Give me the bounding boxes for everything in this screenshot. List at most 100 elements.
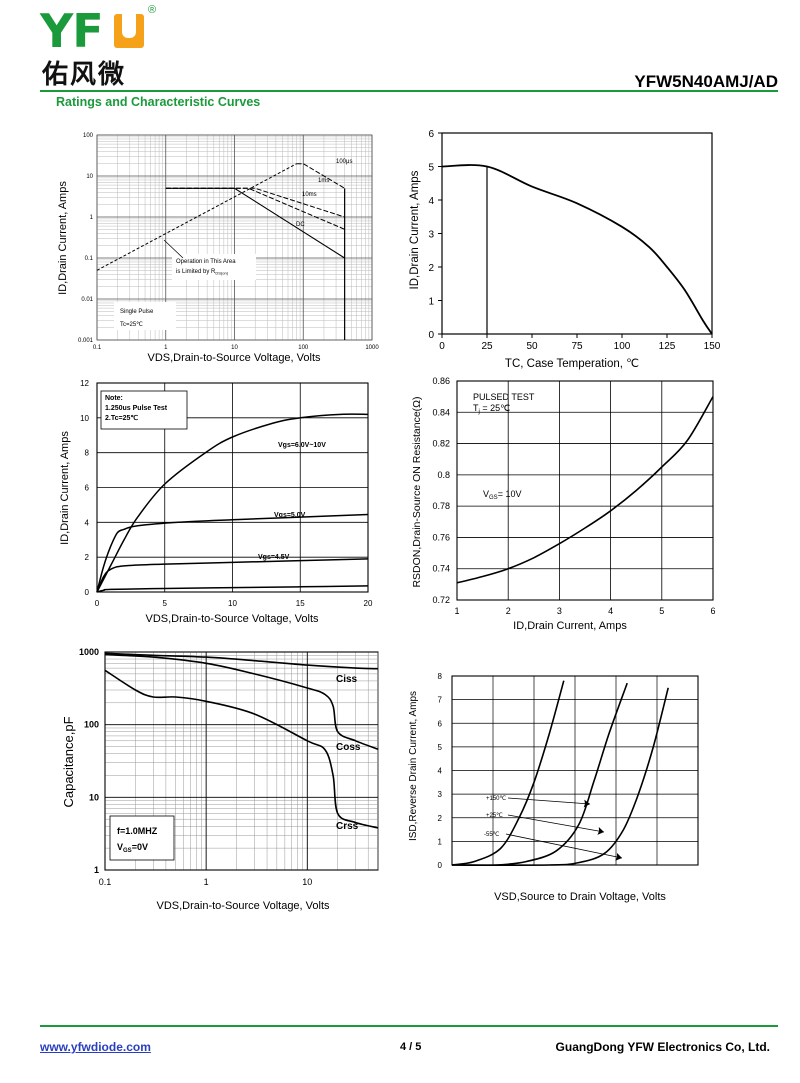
output-y-tick-label: 12 [80, 379, 89, 388]
derating-x-tick-label: 75 [571, 341, 583, 352]
diode-x-axis-label: VSD,Source to Drain Voltage, Volts [494, 891, 666, 903]
rdson-y-tick-label: 0.8 [437, 470, 450, 480]
diode-arrowhead [597, 827, 604, 835]
soa-dc-line [165, 187, 345, 259]
cap-note-text: f=1.0MHZ [117, 826, 158, 836]
output-x-tick-label: 20 [364, 599, 373, 608]
logo-w-mark [114, 14, 144, 48]
output-note-text: Note: [105, 395, 123, 402]
diode-label-arrow [507, 797, 591, 805]
cap-series-label: Coss [336, 742, 361, 753]
cap-y-tick-label: 100 [84, 720, 99, 730]
soa-annotation-text: is Limited by RDS(on) [176, 269, 229, 276]
output-y-axis-label: ID,Drain Current, Amps [59, 431, 71, 545]
output-y-tick-label: 10 [80, 414, 89, 423]
website-link[interactable]: www.yfwdiode.com [40, 1040, 151, 1054]
soa-annotation-text: Operation in This Area [176, 259, 236, 265]
soa-annotation-sub: DS(on) [215, 271, 228, 276]
charts-root: 0.1 1 10 100 10000.0010.010.1110100100μs1ms1… [57, 129, 721, 912]
rdson-y-tick-label: 0.78 [432, 501, 450, 511]
output-y-tick-label: 8 [85, 449, 90, 458]
soa-pulse-text: Tc=25℃ [120, 322, 143, 328]
cap-x-tick-label: 1 [204, 877, 209, 887]
soa-series-label-10ms: 10ms [302, 192, 317, 198]
soa-100us-line [296, 163, 345, 189]
diode-curve-2 [451, 680, 565, 866]
derating-x-tick-label: 0 [439, 341, 445, 352]
rdson-annotation-sub: j [478, 409, 480, 415]
output-y-tick-label: 2 [85, 553, 90, 562]
company-logo: YF ® 佑风微 [40, 4, 170, 90]
output-x-tick-label: 0 [95, 599, 100, 608]
company-name: GuangDong YFW Electronics Co, Ltd. [555, 1040, 770, 1054]
derating-x-axis-label: TC, Case Temperation, ℃ [505, 358, 639, 370]
cap-x-tick-label: 0.1 [99, 877, 112, 887]
output-x-tick-label: 5 [163, 599, 168, 608]
cap-note-sub: GS [123, 848, 132, 854]
derating-y-tick-label: 5 [428, 163, 434, 174]
soa-x-tick-label: 0.1 [93, 345, 102, 351]
cap-note-box [109, 815, 175, 861]
rdson-x-axis-label: ID,Drain Current, Amps [513, 620, 627, 632]
output-x-tick-label: 10 [228, 599, 237, 608]
diode-series-label: -55℃ [484, 832, 500, 838]
derating-y-tick-label: 3 [428, 230, 434, 241]
output-note-box [100, 390, 188, 430]
diode-series-label: +25℃ [486, 813, 503, 819]
rdson-plot-area [456, 380, 714, 601]
rdson-y-axis-label: RSDON,Drain-Source ON Resistance(Ω) [411, 396, 423, 587]
derating-y-tick-label: 0 [428, 330, 434, 341]
output-curve-1 [96, 513, 369, 593]
rdson-y-tick-label: 0.72 [432, 595, 450, 605]
rdson-x-tick-label: 6 [710, 606, 715, 616]
derating-y-tick-label: 2 [428, 263, 434, 274]
rdson-annotation-tspan: V [483, 489, 489, 499]
rdson-annotation-tspan: T [473, 403, 479, 413]
logo-letters: YF [40, 4, 104, 58]
soa-y-tick-label: 100 [83, 133, 94, 139]
soa-y-tick-label: 1 [90, 215, 94, 221]
output-note-text: 2.Tc=25℃ [105, 414, 138, 422]
logo-chinese-name: 佑风微 [42, 60, 127, 90]
section-title: Ratings and Characteristic Curves [56, 95, 261, 109]
diode-arrowhead [583, 799, 590, 808]
soa-x-tick-label: 100 [298, 345, 309, 351]
capacitance-chart: 0.1 1 101101001000CissCossCrssf=1.0MHZVGS=… [61, 647, 379, 912]
derating-x-tick-label: 100 [614, 341, 631, 352]
rdson-x-tick-label: 2 [506, 606, 511, 616]
rdson-annotation-sub: GS [489, 495, 498, 501]
output-x-tick-label: 15 [296, 599, 305, 608]
output-curve-3 [96, 585, 369, 593]
output-y-tick-label: 4 [85, 518, 90, 527]
soa-y-tick-label: 10 [86, 174, 93, 180]
output-series-label: Vgs=4.5V [258, 554, 290, 561]
cap-note-tspan: V [117, 842, 123, 852]
cap-series-label: Crss [336, 821, 359, 832]
rdson-curve [456, 396, 714, 584]
diode-y-tick-label: 6 [438, 719, 443, 728]
derating-x-tick-label: 125 [659, 341, 676, 352]
diode-y-tick-label: 8 [438, 672, 443, 681]
diode-label-arrow [505, 833, 623, 859]
rdson-y-tick-label: 0.86 [432, 376, 450, 386]
soa-pulse-text: Single Pulse [120, 309, 154, 315]
output-note-text: 1.250us Pulse Test [105, 405, 168, 412]
derating-chart: 0 25 50 75 100 125 150 0 1 2 3 4 5 6 TC, Case Temperat… [409, 129, 721, 370]
diode-y-tick-label: 7 [438, 696, 443, 705]
soa-x-tick-label: 1 [164, 345, 168, 351]
rdson-chart: 1 2 3 4 5 6 0.72 0.74 0.76 0.78 0.8 0.82 0.84 0.86 PUL… [411, 376, 716, 632]
diode-curve-0 [451, 687, 669, 866]
rdson-annotation-tj: Tj = 25℃ [473, 403, 510, 415]
rdson-annotation-pulsed: PULSED TEST [473, 392, 535, 402]
diode-y-tick-label: 1 [438, 837, 443, 846]
soa-chart: 0.1 1 10 100 1000 0.001 0.01 0.1 1 10 100 100μs 1ms 1… [57, 133, 379, 364]
cap-note-text: VGS=0V [117, 842, 148, 854]
rdson-annotation-vgs: VGS= 10V [483, 489, 521, 501]
diode-y-tick-label: 5 [438, 743, 443, 752]
soa-series-label-100us: 100μs [336, 159, 352, 165]
soa-annotation-pointer [163, 239, 184, 259]
diode-y-tick-label: 2 [438, 814, 443, 823]
rdson-x-tick-label: 5 [659, 606, 664, 616]
output-x-axis-label: VDS,Drain-to-Source Voltage, Volts [145, 613, 319, 625]
soa-x-tick-label: 1000 [365, 345, 379, 351]
